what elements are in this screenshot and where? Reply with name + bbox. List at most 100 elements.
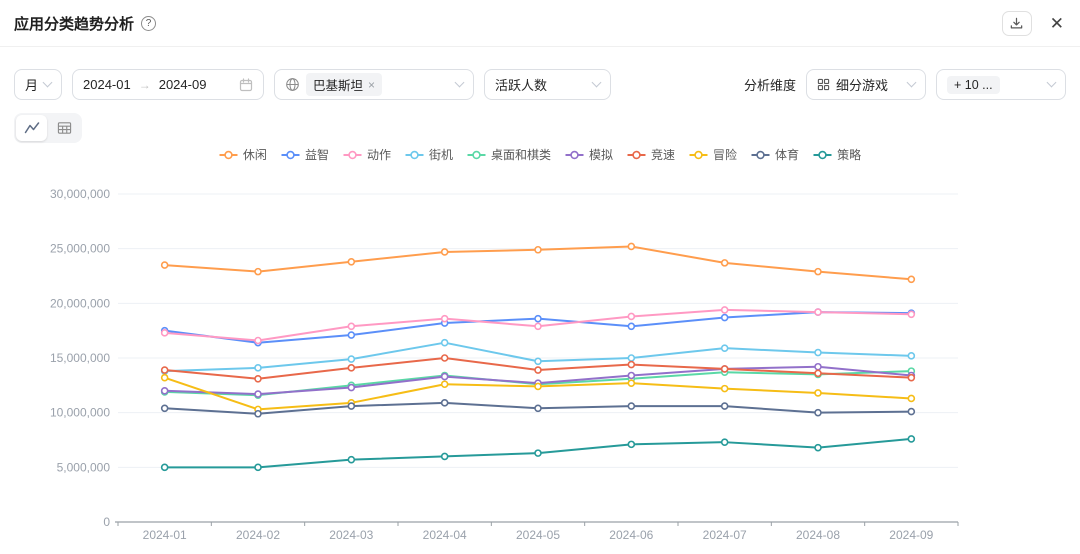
chevron-down-icon: [591, 77, 602, 88]
date-start-value: 2024-01: [83, 77, 131, 92]
remove-tag-icon[interactable]: ×: [368, 77, 376, 92]
country-select[interactable]: 巴基斯坦 ×: [274, 69, 474, 100]
data-point[interactable]: [720, 384, 729, 393]
data-point[interactable]: [720, 259, 729, 267]
legend-item[interactable]: 益智: [281, 146, 329, 163]
data-point[interactable]: [160, 373, 169, 382]
help-icon[interactable]: ?: [141, 16, 157, 31]
data-point[interactable]: [907, 394, 916, 403]
download-button[interactable]: [1001, 11, 1032, 36]
data-point[interactable]: [907, 275, 916, 284]
data-point[interactable]: [347, 402, 356, 410]
data-point[interactable]: [160, 387, 169, 395]
data-point[interactable]: [534, 404, 542, 413]
data-point[interactable]: [534, 314, 542, 323]
data-point[interactable]: [534, 382, 542, 391]
data-point[interactable]: [440, 380, 449, 389]
data-point[interactable]: [720, 344, 729, 352]
data-point[interactable]: [347, 257, 356, 266]
granularity-select[interactable]: 月: [14, 69, 62, 100]
data-point[interactable]: [627, 402, 636, 410]
data-point[interactable]: [534, 322, 542, 331]
data-point[interactable]: [347, 331, 356, 339]
legend-item[interactable]: 体育: [751, 146, 799, 163]
selected-count-tag: + 10 ...: [947, 75, 1000, 94]
data-point[interactable]: [627, 242, 636, 251]
data-point[interactable]: [627, 322, 636, 331]
data-point[interactable]: [627, 354, 636, 362]
data-point[interactable]: [254, 364, 262, 372]
data-point[interactable]: [347, 322, 356, 331]
data-point[interactable]: [440, 248, 449, 256]
data-point[interactable]: [814, 308, 822, 316]
legend-item[interactable]: 桌面和棋类: [467, 146, 551, 163]
line-view-button[interactable]: [16, 115, 47, 141]
data-point[interactable]: [907, 435, 916, 443]
data-point[interactable]: [627, 312, 636, 321]
metric-select[interactable]: 活跃人数: [484, 69, 611, 100]
data-point[interactable]: [627, 379, 636, 387]
data-point[interactable]: [720, 438, 729, 446]
data-point[interactable]: [160, 404, 169, 413]
data-point[interactable]: [347, 455, 356, 464]
dimension-select[interactable]: 细分游戏: [806, 69, 926, 100]
data-point[interactable]: [440, 452, 449, 461]
data-point[interactable]: [440, 354, 449, 362]
data-point[interactable]: [814, 267, 822, 276]
data-point[interactable]: [347, 364, 356, 372]
legend-item[interactable]: 动作: [343, 146, 391, 163]
data-point[interactable]: [254, 409, 262, 418]
dimension-value: 细分游戏: [836, 78, 889, 93]
data-point[interactable]: [907, 352, 916, 360]
data-point[interactable]: [627, 371, 636, 380]
data-point[interactable]: [440, 399, 449, 407]
data-point[interactable]: [720, 313, 729, 322]
data-point[interactable]: [627, 440, 636, 449]
data-point[interactable]: [347, 383, 356, 392]
data-point[interactable]: [907, 310, 916, 319]
legend-item[interactable]: 街机: [405, 146, 453, 163]
legend-item[interactable]: 策略: [813, 146, 861, 163]
trend-line-chart[interactable]: 0 5,000,000 10,000,000 15,000,000 20,000,000…: [0, 179, 1080, 554]
data-point[interactable]: [814, 362, 822, 371]
data-point[interactable]: [814, 408, 822, 417]
legend-marker-icon: [751, 150, 770, 159]
data-point[interactable]: [534, 357, 542, 366]
data-point[interactable]: [347, 355, 356, 363]
data-point[interactable]: [720, 306, 729, 314]
data-point[interactable]: [254, 336, 262, 345]
data-point[interactable]: [440, 338, 449, 347]
data-point[interactable]: [160, 261, 169, 269]
data-point[interactable]: [254, 390, 262, 398]
legend-marker-icon: [467, 150, 486, 159]
download-icon: [1009, 16, 1024, 31]
legend-item[interactable]: 竞速: [627, 146, 675, 163]
data-point[interactable]: [160, 463, 169, 472]
close-icon[interactable]: ✕: [1049, 14, 1064, 33]
legend-item[interactable]: 模拟: [565, 146, 613, 163]
data-point[interactable]: [627, 360, 636, 369]
data-point[interactable]: [534, 245, 542, 254]
data-point[interactable]: [254, 374, 262, 383]
data-point[interactable]: [907, 373, 916, 382]
data-point[interactable]: [534, 449, 542, 457]
data-point[interactable]: [720, 365, 729, 373]
table-view-button[interactable]: [49, 115, 80, 141]
data-point[interactable]: [907, 407, 916, 416]
data-point[interactable]: [254, 463, 262, 472]
data-point[interactable]: [534, 366, 542, 374]
data-point[interactable]: [814, 369, 822, 378]
data-point[interactable]: [254, 267, 262, 276]
data-point[interactable]: [440, 314, 449, 323]
data-point[interactable]: [160, 329, 169, 337]
data-point[interactable]: [814, 389, 822, 397]
data-point[interactable]: [720, 402, 729, 410]
date-range-picker[interactable]: 2024-01 → 2024-09: [72, 69, 264, 100]
data-point[interactable]: [440, 372, 449, 381]
data-point[interactable]: [814, 348, 822, 357]
subcategory-select[interactable]: + 10 ...: [936, 69, 1066, 100]
legend-item[interactable]: 休闲: [219, 146, 267, 163]
legend-item[interactable]: 冒险: [689, 146, 737, 163]
data-point[interactable]: [814, 443, 822, 452]
data-point[interactable]: [160, 366, 169, 374]
